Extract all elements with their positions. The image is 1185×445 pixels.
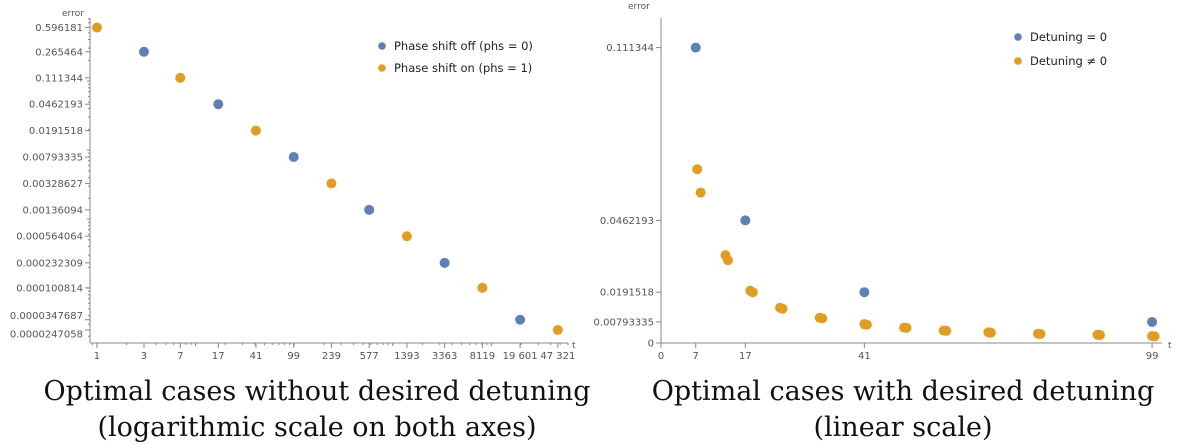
data-point xyxy=(1035,328,1046,339)
x-tick-label: 47 321 xyxy=(540,351,575,362)
y-tick-label: 0.0191518 xyxy=(29,126,83,137)
data-point xyxy=(439,257,450,268)
series-1 xyxy=(690,42,1158,327)
y-axis-label: error xyxy=(628,2,650,12)
data-point xyxy=(288,152,299,163)
x-tick-label: 99 xyxy=(287,351,300,362)
x-tick-label: 17 xyxy=(739,351,752,362)
y-tick-label: 0.0000247058 xyxy=(10,329,83,340)
data-point xyxy=(777,303,788,314)
x-tick-label: 99 xyxy=(1146,351,1159,362)
x-tick-label: 7 xyxy=(177,351,183,362)
y-axis-label: error xyxy=(62,9,84,19)
x-tick-label: 0 xyxy=(658,351,664,362)
x-tick-label: 3 xyxy=(141,351,147,362)
data-point xyxy=(1147,316,1158,327)
data-point xyxy=(690,42,701,53)
y-tick-label: 0.111344 xyxy=(35,73,83,84)
y-tick-label: 0.00328627 xyxy=(23,179,83,190)
legend-label: Detuning ≠ 0 xyxy=(1030,54,1107,68)
caption-line-1: Optimal cases with desired detuning xyxy=(652,376,1155,407)
legend: Phase shift off (phs = 0) Phase shift on … xyxy=(378,39,533,75)
data-point xyxy=(747,287,758,298)
data-point xyxy=(985,327,996,338)
y-tick-label: 0.00793335 xyxy=(594,317,654,328)
data-point xyxy=(692,164,703,175)
y-tick-label: 0.265464 xyxy=(35,47,83,58)
x-tick-label: 7 xyxy=(693,351,699,362)
data-point xyxy=(477,282,488,293)
y-tick-label: 0.00793335 xyxy=(23,153,83,164)
data-point xyxy=(175,72,186,83)
data-point xyxy=(1094,330,1105,341)
series-1 xyxy=(138,46,526,325)
y-tick-label: 0.111344 xyxy=(606,43,654,54)
log-log-chart: 1 3 7 17 41 99 239 577 1393 3363 8119 19 601 47 321 0… xyxy=(10,9,591,443)
legend-marker xyxy=(378,42,386,50)
data-point xyxy=(552,324,563,335)
data-point xyxy=(364,204,375,215)
x-axis-label: t xyxy=(1168,341,1172,351)
caption-line-2: (logarithmic scale on both axes) xyxy=(97,412,536,443)
data-point xyxy=(250,125,261,136)
data-point xyxy=(695,187,706,198)
caption-line-2: (linear scale) xyxy=(814,412,993,443)
y-tick-label: 0.0000347687 xyxy=(10,311,83,322)
data-point xyxy=(941,325,952,336)
x-tick-label: 41 xyxy=(858,351,871,362)
legend-marker xyxy=(1014,33,1022,41)
x-tick-label: 19 601 xyxy=(503,351,538,362)
y-tick-label: 0.000100814 xyxy=(16,283,83,294)
legend-label: Phase shift off (phs = 0) xyxy=(394,39,533,53)
legend-label: Detuning = 0 xyxy=(1030,30,1107,44)
data-point xyxy=(326,178,337,189)
data-point xyxy=(213,99,224,110)
x-axis-label: t xyxy=(572,341,576,351)
data-point xyxy=(861,319,872,330)
x-tick-label: 17 xyxy=(212,351,225,362)
series-2 xyxy=(692,164,1160,342)
legend-marker xyxy=(378,64,386,72)
x-tick-label: 1 xyxy=(94,351,100,362)
x-tick-label: 239 xyxy=(322,351,341,362)
y-tick-label: 0.000564064 xyxy=(16,232,83,243)
data-point xyxy=(91,22,102,33)
y-tick-label: 0.00136094 xyxy=(23,205,83,216)
data-point xyxy=(722,255,733,266)
y-tick-label: 0.0191518 xyxy=(600,288,654,299)
y-tick-label: 0.000232309 xyxy=(16,258,83,269)
data-point xyxy=(740,215,751,226)
x-tick-label: 577 xyxy=(360,351,379,362)
y-tick-label: 0.0462193 xyxy=(29,100,83,111)
y-tick-label: 0 xyxy=(648,339,654,350)
data-point xyxy=(401,231,412,242)
caption-line-1: Optimal cases without desired detuning xyxy=(43,376,590,407)
legend-marker xyxy=(1014,57,1022,65)
data-point xyxy=(1149,331,1160,342)
data-point xyxy=(901,322,912,333)
x-tick-label: 1393 xyxy=(394,351,419,362)
data-point xyxy=(817,313,828,324)
linear-chart: 0 7 17 41 99 0 0.00793335 0.0191518 0.0462193 0.1… xyxy=(594,2,1172,443)
legend: Detuning = 0 Detuning ≠ 0 xyxy=(1014,30,1107,68)
legend-label: Phase shift on (phs = 1) xyxy=(394,61,532,75)
x-tick-label: 41 xyxy=(250,351,263,362)
series-2 xyxy=(91,22,563,335)
x-tick-label: 3363 xyxy=(432,351,457,362)
data-point xyxy=(515,314,526,325)
x-tick-label: 8119 xyxy=(470,351,495,362)
data-point xyxy=(859,287,870,298)
y-tick-label: 0.0462193 xyxy=(600,216,654,227)
data-point xyxy=(138,46,149,57)
y-tick-label: 0.596181 xyxy=(35,23,83,34)
